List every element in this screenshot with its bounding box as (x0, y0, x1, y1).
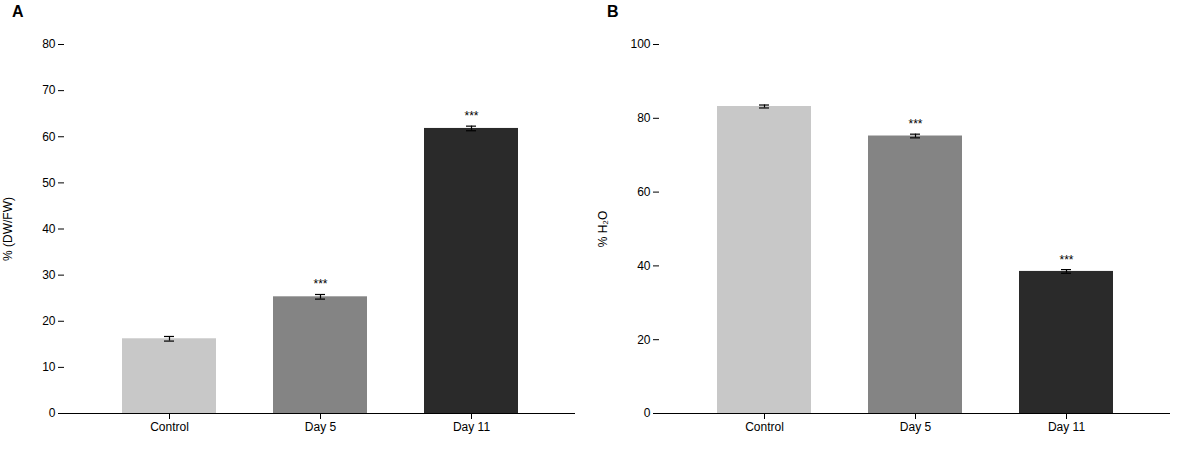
svg-text:***: *** (464, 109, 478, 123)
svg-text:70: 70 (42, 83, 56, 97)
svg-text:50: 50 (42, 176, 56, 190)
svg-text:% H₂O: % H₂O (596, 211, 610, 248)
html-text:B: B (607, 3, 619, 20)
svg-text:60: 60 (42, 130, 56, 144)
svg-text:% (DW/FW): % (DW/FW) (1, 197, 15, 261)
svg-text:30: 30 (42, 268, 56, 282)
svg-text:Day 5: Day 5 (305, 420, 337, 434)
svg-text:Day 11: Day 11 (1048, 420, 1085, 434)
svg-text:***: *** (313, 277, 327, 291)
svg-text:***: *** (908, 117, 922, 131)
svg-text:60: 60 (637, 185, 651, 199)
svg-text:Day 5: Day 5 (900, 420, 932, 434)
svg-text:Day 11: Day 11 (453, 420, 490, 434)
svg-text:0: 0 (49, 406, 56, 420)
svg-text:***: *** (1059, 253, 1073, 267)
svg-text:100: 100 (630, 37, 650, 51)
svg-text:0: 0 (644, 406, 651, 420)
svg-text:10: 10 (42, 360, 56, 374)
svg-text:20: 20 (42, 314, 56, 328)
svg-text:20: 20 (637, 333, 651, 347)
svg-text:40: 40 (637, 259, 651, 273)
svg-text:Control: Control (150, 420, 189, 434)
svg-text:80: 80 (42, 37, 56, 51)
html-text:A: A (12, 3, 24, 20)
svg-text:40: 40 (42, 222, 56, 236)
svg-text:80: 80 (637, 111, 651, 125)
svg-text:Control: Control (745, 420, 784, 434)
